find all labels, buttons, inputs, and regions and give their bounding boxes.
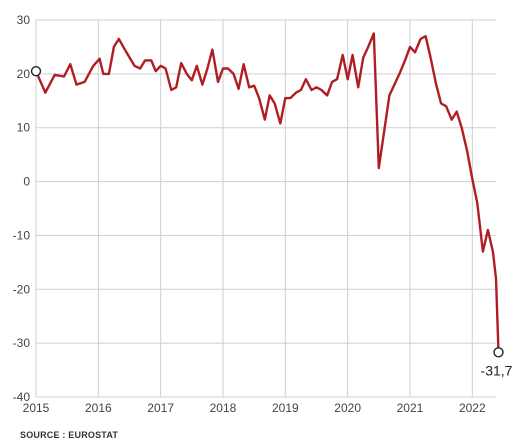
x-tick-label: 2016 (85, 401, 112, 415)
endpoint-value-label: -31,7 (481, 362, 513, 378)
x-tick-label: 2020 (334, 401, 361, 415)
y-tick-label: 30 (17, 13, 31, 27)
y-tick-label: 20 (17, 67, 31, 81)
y-tick-label: 10 (17, 121, 31, 135)
x-tick-label: 2017 (147, 401, 174, 415)
endpoint-marker (493, 347, 504, 358)
y-tick-label: -40 (13, 390, 31, 404)
source-note: SOURCE : EUROSTAT (20, 430, 119, 440)
grid (35, 19, 496, 398)
x-axis: 2015 2016 2017 2018 2019 2020 2021 2022 (23, 401, 486, 415)
x-tick-label: 2022 (459, 401, 486, 415)
markers-layer: -31,7 (30, 65, 513, 378)
x-tick-label: 2019 (272, 401, 299, 415)
x-tick-label: 2015 (23, 401, 50, 415)
x-tick-label: 2018 (210, 401, 237, 415)
x-tick-label: 2021 (397, 401, 424, 415)
series-layer (34, 32, 500, 354)
series-line (34, 32, 500, 354)
y-tick-label: -20 (13, 282, 31, 296)
y-tick-label: -30 (13, 336, 31, 350)
y-axis: 30 20 10 0 -10 -20 -30 -40 (13, 13, 31, 404)
y-tick-label: -10 (13, 228, 31, 242)
endpoint-marker (30, 65, 42, 77)
y-tick-label: 0 (23, 175, 30, 189)
